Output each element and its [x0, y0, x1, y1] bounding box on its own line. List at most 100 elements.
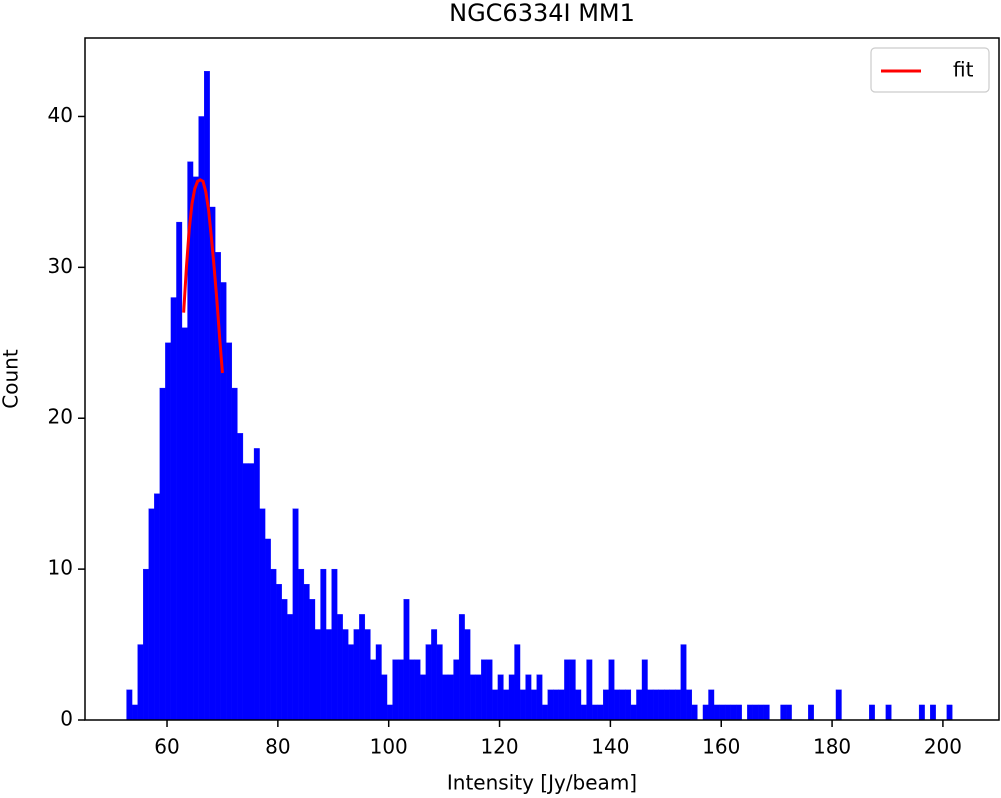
bar	[885, 704, 892, 721]
bar	[270, 568, 277, 721]
bar	[763, 704, 770, 721]
bar	[558, 689, 565, 721]
bar	[686, 689, 693, 721]
bar	[370, 659, 377, 721]
bar	[458, 614, 465, 721]
bar	[542, 704, 548, 721]
bar	[514, 644, 521, 721]
bar	[342, 629, 349, 721]
bar	[785, 704, 792, 721]
bar	[663, 689, 670, 721]
bar	[287, 614, 293, 721]
bar	[309, 599, 316, 721]
bar	[569, 659, 576, 721]
bar	[281, 599, 288, 721]
bar	[780, 704, 787, 721]
bar	[580, 704, 587, 721]
bar	[431, 629, 438, 721]
bar	[503, 689, 510, 721]
y-tick-label: 10	[48, 556, 73, 580]
bar	[331, 568, 338, 721]
plot-frame	[84, 37, 1000, 721]
bar	[869, 704, 875, 721]
bar	[525, 674, 532, 721]
bar	[619, 689, 626, 721]
bar	[264, 538, 271, 721]
bar	[564, 659, 571, 721]
bar	[530, 689, 537, 721]
bar	[364, 629, 371, 721]
bar	[547, 689, 554, 721]
bar	[126, 689, 133, 721]
bar	[414, 659, 421, 721]
bar	[447, 674, 454, 721]
bar	[170, 297, 177, 721]
bar	[636, 689, 643, 721]
bar	[259, 508, 266, 721]
bar	[575, 689, 582, 721]
bar	[181, 327, 188, 721]
x-tick-label: 180	[813, 735, 851, 759]
y-axis-label: Count	[0, 349, 23, 409]
x-tick-label: 80	[265, 735, 290, 759]
bar	[292, 508, 299, 721]
bar	[536, 674, 543, 721]
bar	[359, 614, 366, 721]
bar	[314, 629, 321, 721]
x-tick-label: 60	[154, 735, 179, 759]
bar	[680, 644, 687, 721]
bar	[752, 704, 759, 721]
bar	[647, 689, 654, 721]
bar	[237, 433, 244, 721]
bar	[508, 674, 515, 721]
x-tick-label: 120	[480, 735, 518, 759]
bar	[248, 463, 255, 721]
bar	[325, 629, 332, 721]
x-tick-label: 140	[591, 735, 629, 759]
bar	[625, 689, 632, 721]
bar	[131, 704, 138, 721]
bar	[475, 674, 482, 721]
bar	[165, 342, 172, 721]
bar	[425, 644, 432, 721]
bar	[675, 689, 681, 721]
bar	[553, 689, 559, 721]
y-tick-label: 0	[60, 707, 73, 731]
bar	[641, 659, 648, 721]
bar	[353, 629, 360, 721]
bar	[808, 704, 814, 721]
bar	[276, 584, 282, 721]
bar	[669, 689, 676, 721]
bar	[736, 704, 742, 721]
bar	[303, 584, 310, 721]
x-tick-label: 200	[924, 735, 962, 759]
bar	[198, 116, 205, 721]
bar	[397, 659, 404, 721]
bar	[392, 659, 399, 721]
bar	[204, 71, 210, 721]
bar	[148, 508, 155, 721]
bar	[192, 176, 199, 721]
x-tick-label: 160	[702, 735, 740, 759]
bar	[918, 704, 925, 721]
bar	[691, 704, 698, 721]
bar	[946, 704, 953, 721]
x-tick-label: 100	[370, 735, 408, 759]
bar	[176, 221, 183, 721]
bar	[453, 659, 460, 721]
bar	[143, 568, 149, 721]
bar	[470, 674, 476, 721]
bar	[492, 689, 499, 721]
bar	[719, 704, 726, 721]
y-tick-label: 40	[48, 103, 73, 127]
bar	[597, 704, 604, 721]
bar	[226, 342, 233, 721]
bar	[386, 704, 393, 721]
bar	[337, 614, 343, 721]
bar	[758, 704, 765, 721]
bar	[630, 704, 637, 721]
bar	[442, 674, 449, 721]
bar	[652, 689, 659, 721]
fit-line	[182, 178, 224, 374]
